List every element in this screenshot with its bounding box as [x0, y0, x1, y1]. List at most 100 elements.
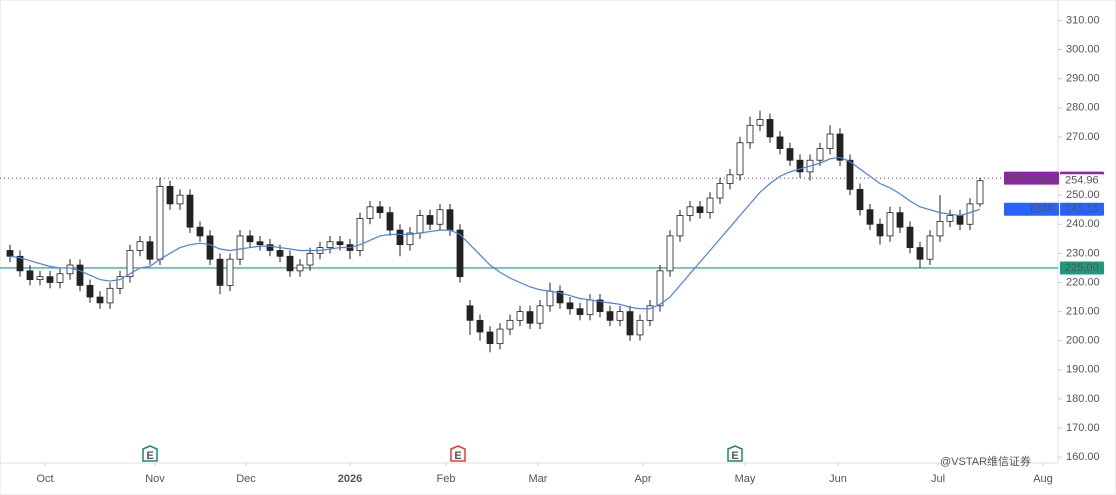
event-label: E	[731, 450, 738, 462]
price-marker-value-bg	[1060, 261, 1104, 275]
candle-body	[356, 218, 364, 251]
y-tick-label: 250.00	[1066, 189, 1100, 201]
candle-body	[576, 308, 584, 315]
candle-body	[216, 258, 224, 286]
x-tick-label: Oct	[36, 473, 53, 485]
candle-body	[746, 124, 754, 144]
y-tick-label: 170.00	[1066, 422, 1100, 434]
candle-body	[856, 188, 864, 211]
candle-body	[66, 264, 74, 275]
y-tick-label: 190.00	[1066, 364, 1100, 376]
candle-body	[56, 273, 64, 283]
y-tick-label: 200.00	[1066, 335, 1100, 347]
candle-body	[176, 194, 184, 205]
candle-body	[906, 226, 914, 248]
candle-body	[236, 235, 244, 260]
candle-body	[816, 148, 824, 161]
candle-body	[296, 264, 304, 272]
candle-body	[766, 119, 774, 138]
price-marker: 225.00	[1060, 261, 1104, 275]
candle-body	[596, 299, 604, 313]
candle-body	[446, 209, 454, 231]
candle-body	[676, 215, 684, 237]
x-tick-label: Jul	[931, 473, 945, 485]
price-marker-value: 245.15	[1065, 203, 1099, 215]
candle-body	[86, 285, 94, 298]
candle-body	[916, 247, 924, 260]
event-label: E	[454, 450, 461, 462]
candle-body	[486, 331, 494, 345]
ema-line	[9, 156, 981, 310]
candle-body	[696, 206, 704, 214]
candle-body	[456, 229, 464, 278]
candle-body	[796, 159, 804, 173]
candle-body	[386, 212, 394, 231]
candle-body	[96, 296, 104, 304]
candle-body	[896, 212, 904, 228]
candle-body	[686, 206, 694, 216]
event-badge	[450, 445, 466, 462]
y-tick-label: 220.00	[1066, 276, 1100, 288]
candle-body	[726, 174, 734, 184]
candle-body	[616, 311, 624, 321]
candle-body	[626, 311, 634, 336]
candle-body	[226, 258, 234, 286]
candle-body	[826, 133, 834, 149]
event-badge	[727, 445, 743, 462]
price-marker-value-bg	[1060, 174, 1104, 188]
candle-body	[976, 180, 984, 205]
candle-body	[26, 270, 34, 280]
candle-body	[516, 311, 524, 321]
candle-body	[106, 287, 114, 304]
price-marker: 245.15 EMA	[1004, 202, 1104, 216]
candle-body	[16, 255, 24, 272]
candle-body	[646, 305, 654, 321]
x-tick-label: Apr	[634, 473, 651, 485]
candle-body	[306, 252, 314, 266]
candle-body	[186, 194, 194, 228]
candle-body	[416, 215, 424, 234]
candle-body	[836, 133, 844, 161]
price-marker-name: EMA	[1030, 203, 1055, 215]
candle-body	[366, 206, 374, 219]
candle-body	[926, 235, 934, 260]
x-tick-label: Mar	[529, 473, 548, 485]
y-tick-label: 230.00	[1066, 247, 1100, 259]
candle-body	[886, 212, 894, 237]
candle-body	[716, 183, 724, 199]
price-marker: 254.96	[1060, 174, 1104, 188]
candle-body	[146, 241, 154, 260]
candle-body	[156, 186, 164, 260]
price-marker-name: Overnight	[1006, 172, 1054, 184]
event-label: E	[146, 450, 153, 462]
candle-body	[116, 276, 124, 289]
x-tick-label: 2026	[338, 473, 362, 485]
x-tick-label: Aug	[1033, 473, 1053, 485]
y-tick-label: 300.00	[1066, 44, 1100, 56]
watermark: @VSTAR维信证券	[940, 454, 1031, 468]
price-marker-value-bg	[1060, 202, 1104, 216]
candle-body	[206, 235, 214, 260]
price-marker-name-bg	[1004, 171, 1059, 185]
candle-body	[426, 215, 434, 225]
candle-body	[76, 264, 84, 286]
candle-body	[656, 270, 664, 307]
candle-body	[526, 311, 534, 324]
candle-body	[466, 305, 474, 321]
candle-body	[756, 119, 764, 126]
x-tick-label: May	[735, 473, 756, 485]
candle-body	[196, 226, 204, 237]
candle-body	[436, 209, 444, 225]
event-badge	[142, 445, 158, 462]
y-tick-label: 210.00	[1066, 306, 1100, 318]
y-tick-label: 240.00	[1066, 218, 1100, 230]
y-tick-label: 280.00	[1066, 102, 1100, 114]
x-tick-label: Nov	[145, 473, 165, 485]
candle-body	[36, 276, 44, 280]
x-tick-label: Dec	[236, 473, 256, 485]
candle-body	[406, 232, 414, 246]
candle-body	[566, 302, 574, 310]
